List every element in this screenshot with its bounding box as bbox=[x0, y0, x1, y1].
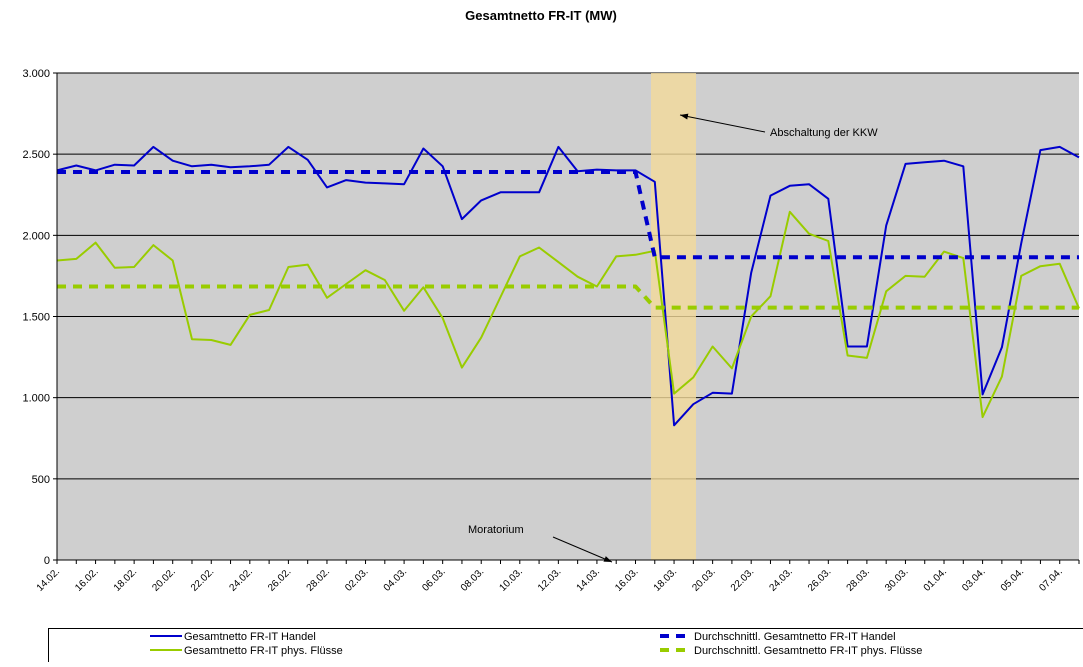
x-tick-label: 18.02. bbox=[112, 566, 139, 593]
x-tick-label: 26.02. bbox=[266, 566, 293, 593]
y-tick-label: 0 bbox=[44, 555, 50, 567]
legend-label: Durchschnittl. Gesamtnetto FR-IT Handel bbox=[694, 631, 896, 643]
annotation: Abschaltung der KKW bbox=[770, 127, 878, 139]
legend-label: Durchschnittl. Gesamtnetto FR-IT phys. F… bbox=[694, 645, 922, 657]
y-tick-label: 500 bbox=[32, 474, 50, 486]
x-tick-label: 26.03. bbox=[806, 566, 833, 593]
x-tick-label: 16.03. bbox=[613, 566, 640, 593]
x-tick-label: 01.04. bbox=[922, 566, 949, 593]
x-tick-label: 28.03. bbox=[845, 566, 872, 593]
x-tick-label: 22.02. bbox=[189, 566, 216, 593]
y-tick-label: 3.000 bbox=[22, 68, 50, 80]
legend-label: Gesamtnetto FR-IT Handel bbox=[184, 631, 316, 643]
annotation: Moratorium bbox=[468, 524, 524, 536]
x-tick-label: 30.03. bbox=[883, 566, 910, 593]
x-tick-label: 06.03. bbox=[420, 566, 447, 593]
x-tick-label: 03.04. bbox=[960, 566, 987, 593]
y-tick-label: 1.500 bbox=[22, 312, 50, 324]
x-tick-label: 22.03. bbox=[729, 566, 756, 593]
x-tick-label: 02.03. bbox=[343, 566, 370, 593]
x-tick-label: 24.02. bbox=[228, 566, 255, 593]
x-tick-label: 14.02. bbox=[35, 566, 62, 593]
legend-label: Gesamtnetto FR-IT phys. Flüsse bbox=[184, 645, 343, 657]
x-tick-label: 20.02. bbox=[150, 566, 177, 593]
x-tick-label: 10.03. bbox=[497, 566, 524, 593]
x-tick-label: 05.04. bbox=[999, 566, 1026, 593]
x-tick-label: 04.03. bbox=[382, 566, 409, 593]
x-tick-label: 24.03. bbox=[767, 566, 794, 593]
x-tick-label: 16.02. bbox=[73, 566, 100, 593]
x-tick-label: 12.03. bbox=[536, 566, 563, 593]
y-tick-label: 2.000 bbox=[22, 230, 50, 242]
y-tick-label: 2.500 bbox=[22, 149, 50, 161]
x-tick-label: 28.02. bbox=[305, 566, 332, 593]
y-tick-label: 1.000 bbox=[22, 393, 50, 405]
x-tick-label: 08.03. bbox=[459, 566, 486, 593]
highlight-band bbox=[651, 73, 696, 560]
chart-title: Gesamtnetto FR-IT (MW) bbox=[465, 8, 617, 23]
x-tick-label: 18.03. bbox=[652, 566, 679, 593]
x-tick-label: 20.03. bbox=[690, 566, 717, 593]
x-tick-label: 14.03. bbox=[575, 566, 602, 593]
x-tick-label: 07.04. bbox=[1037, 566, 1064, 593]
